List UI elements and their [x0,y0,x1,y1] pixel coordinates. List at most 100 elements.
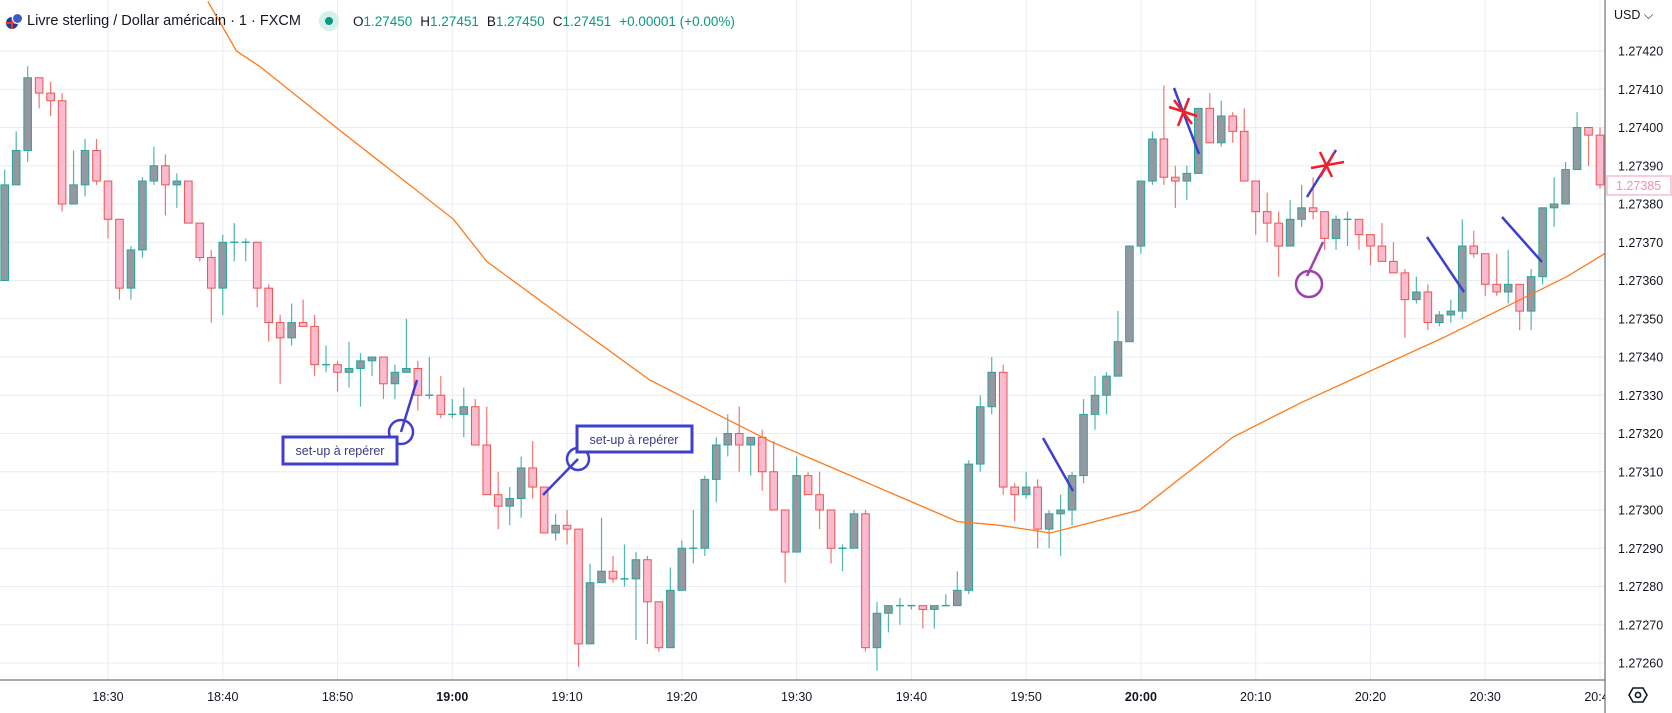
bullish-candle [952,571,962,607]
open-value: 1.27450 [363,13,413,29]
candle-body [964,463,974,591]
bullish-candle [620,544,629,587]
price-tick-label: 1.27360 [1618,274,1663,288]
candle-body [1079,413,1088,477]
chart-settings-icon[interactable] [1628,685,1648,705]
candle-body [1182,172,1192,182]
price-axis[interactable]: 1.27420 1.27410 1.27400 1.27390 1.27380 1.273… [1618,45,1663,671]
bullish-candle [1285,200,1295,247]
setup-callout-2[interactable]: set-up à repérer [542,424,694,496]
bearish-candle [1010,483,1019,522]
candle-body [1090,394,1100,415]
setup-callout-1[interactable]: set-up à repérer [281,379,419,466]
price-tick-label: 1.27350 [1618,312,1663,326]
bullish-candle [1079,399,1088,484]
bearish-candle [803,471,813,496]
bearish-candle [1274,211,1283,277]
candle-body [1262,211,1272,224]
trend-line[interactable] [1041,437,1075,492]
current-price-label: 1.27385 [1606,175,1672,196]
candle-body [1400,272,1410,301]
candle-body [539,486,549,534]
red-star-marker-icon[interactable] [1310,151,1345,178]
candle-body [149,165,159,182]
red-star-marker-icon[interactable] [1168,97,1198,127]
candle-body [597,570,606,584]
bearish-candle [264,284,273,342]
candle-body [1102,375,1111,396]
bearish-candle [1389,242,1398,274]
trend-line[interactable] [1501,216,1543,263]
candle-body [1412,291,1421,301]
bullish-candle [987,357,997,415]
candle-body [298,322,308,327]
bullish-candle [975,395,985,472]
trend-line[interactable] [1172,87,1201,155]
bullish-candle [895,597,904,625]
bullish-candle [1457,219,1467,319]
candle-body [1320,211,1329,239]
candle-body [34,77,44,94]
bearish-candle [1228,112,1238,143]
candle-body [551,524,560,534]
candle-body [57,100,67,205]
symbol-title[interactable]: Livre sterling / Dollar américain · 1 · … [27,13,301,29]
market-open-status-icon[interactable] [318,11,339,31]
time-tick-label: 20:10 [1240,690,1271,704]
trend-line[interactable] [1425,236,1466,293]
candle-body [482,444,492,496]
bullish-candle [367,356,377,377]
bullish-candle [1412,276,1421,304]
candle-body [654,601,664,649]
bearish-candle [574,528,583,667]
annotations-layer: set-up à repérer set-up à repérer [281,87,1543,496]
candle-body [333,364,342,373]
candle-body [1194,107,1203,174]
bearish-candle [1171,165,1180,208]
candle-body [0,184,9,281]
candle-body [367,356,377,362]
candle-body [1274,222,1283,247]
candle-body [1251,180,1260,213]
candle-body [1389,260,1398,274]
time-tick-label: 20:40 [1584,690,1615,704]
currency-selector[interactable]: USD ⌵ [1614,8,1653,23]
candle-body [470,406,480,446]
candle-body [1354,218,1364,236]
bearish-candle [161,154,170,216]
candle-body [930,605,939,610]
candle-body [92,149,101,182]
bullish-candle [1044,510,1054,549]
bearish-candle [1251,180,1260,235]
purple-circle-marker[interactable] [1294,241,1325,299]
bullish-candle [11,131,21,186]
candle-body [46,92,55,102]
candle-body [275,322,285,339]
bullish-candle [872,601,882,671]
chart-legend-header: Livre sterling / Dollar américain · 1 · … [6,9,735,33]
bullish-candle [792,456,801,553]
candle-body [1113,341,1123,377]
bullish-candle [1148,131,1157,185]
candle-body [952,589,962,607]
bearish-candle [1320,211,1329,250]
time-axis[interactable]: 18:30 18:40 18:50 19:00 19:10 19:20 19:30 19:40… [92,690,1615,704]
candle-body [1480,253,1490,285]
time-tick-label: 18:40 [207,690,238,704]
callout-text: set-up à repérer [296,444,385,458]
bullish-candle [0,169,9,281]
candle-body [757,436,767,473]
ohlc-values: O1.27450 H1.27451 B1.27450 C1.27451 +0.0… [353,14,735,29]
bullish-candle [1067,471,1077,526]
candle-body [746,436,756,446]
candle-body [1549,203,1559,209]
bearish-candle [470,399,480,446]
candle-body [1056,509,1065,515]
price-tick-label: 1.27290 [1618,542,1663,556]
time-tick-label: 19:20 [666,690,697,704]
bullish-candle [241,238,250,262]
candle-body [172,180,182,186]
time-tick-label: 19:00 [436,690,468,704]
bearish-candle [413,360,423,411]
